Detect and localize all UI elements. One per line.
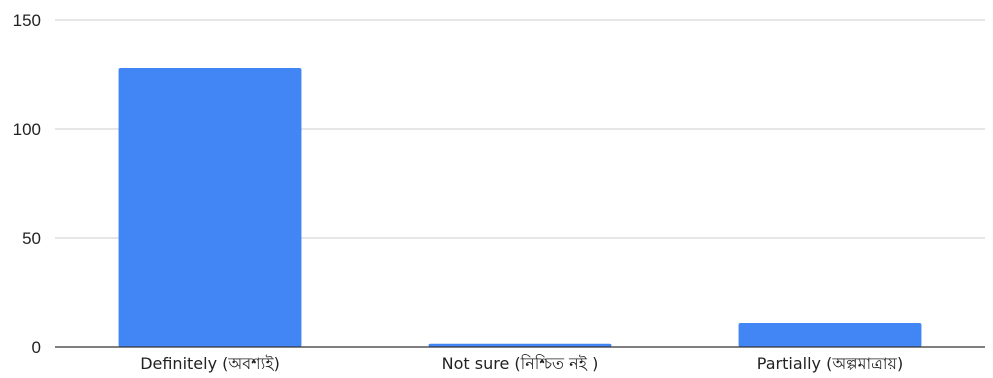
labels: 0 50 100 150 Definitely (অবশ্যই) Not sure (নি…: [13, 11, 904, 373]
y-tick-label: 150: [13, 11, 41, 30]
x-tick-label: Partially (অল্পমাত্রায়): [757, 354, 903, 373]
bars: [118, 67, 922, 348]
y-tick-label: 100: [13, 120, 41, 139]
bar: [118, 67, 302, 348]
x-tick-label: Definitely (অবশ্যই): [140, 354, 280, 373]
y-tick-label: 0: [32, 338, 41, 357]
x-tick-label: Not sure (নিশ্চিত নই ): [442, 354, 599, 373]
bar: [738, 323, 922, 347]
bar: [428, 343, 612, 347]
y-tick-label: 50: [22, 229, 41, 248]
